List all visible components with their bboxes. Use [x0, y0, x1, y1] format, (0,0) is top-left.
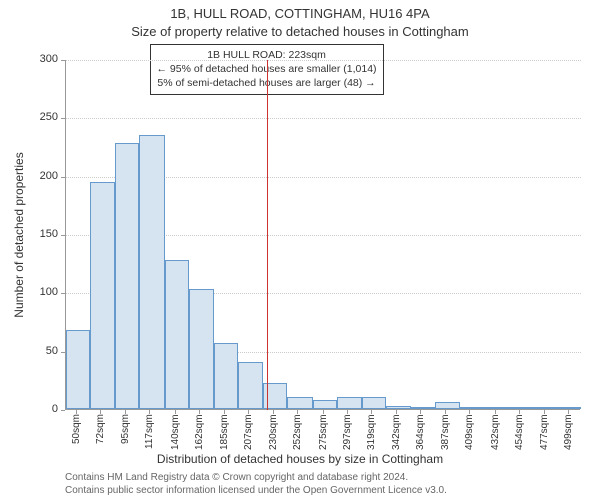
y-tick-mark: [61, 410, 65, 411]
x-tick-mark: [199, 410, 200, 414]
y-tick-mark: [61, 235, 65, 236]
chart-title: 1B, HULL ROAD, COTTINGHAM, HU16 4PA: [0, 6, 600, 21]
x-tick-label: 432sqm: [490, 414, 501, 450]
x-tick-mark: [347, 410, 348, 414]
plot-area: 1B HULL ROAD: 223sqm ← 95% of detached h…: [65, 60, 580, 410]
x-tick-label: 454sqm: [514, 414, 525, 450]
x-tick-mark: [420, 410, 421, 414]
x-tick-label: 499sqm: [563, 414, 574, 450]
y-tick-label: 200: [18, 170, 58, 182]
histogram-bar: [559, 407, 581, 409]
x-tick-mark: [396, 410, 397, 414]
x-tick-mark: [175, 410, 176, 414]
y-tick-mark: [61, 352, 65, 353]
histogram-bar: [90, 182, 115, 410]
histogram-bar: [485, 407, 510, 409]
x-tick-label: 364sqm: [415, 414, 426, 450]
x-tick-label: 95sqm: [120, 414, 131, 444]
histogram-bar: [534, 407, 559, 409]
x-tick-mark: [495, 410, 496, 414]
x-tick-label: 252sqm: [292, 414, 303, 450]
x-tick-label: 50sqm: [71, 414, 82, 444]
histogram-bar: [66, 330, 90, 409]
y-tick-mark: [61, 177, 65, 178]
histogram-bar: [435, 402, 460, 409]
chart-subtitle: Size of property relative to detached ho…: [0, 24, 600, 39]
x-tick-mark: [248, 410, 249, 414]
x-tick-label: 140sqm: [170, 414, 181, 450]
x-axis-label: Distribution of detached houses by size …: [0, 452, 600, 466]
y-tick-mark: [61, 293, 65, 294]
y-tick-mark: [61, 60, 65, 61]
histogram-bar: [238, 362, 263, 409]
histogram-bar: [115, 143, 139, 409]
histogram-bar: [214, 343, 238, 410]
x-tick-label: 297sqm: [342, 414, 353, 450]
histogram-bar: [139, 135, 164, 409]
y-tick-label: 0: [18, 403, 58, 415]
attribution-line: Contains HM Land Registry data © Crown c…: [65, 472, 447, 485]
x-tick-label: 162sqm: [194, 414, 205, 450]
y-tick-label: 250: [18, 111, 58, 123]
histogram-bar: [189, 289, 214, 409]
x-tick-mark: [371, 410, 372, 414]
attribution-line: Contains public sector information licen…: [65, 485, 447, 498]
x-tick-label: 117sqm: [144, 414, 155, 449]
x-tick-mark: [544, 410, 545, 414]
gridline: [66, 60, 581, 61]
x-tick-mark: [445, 410, 446, 414]
histogram-bar: [411, 407, 435, 409]
x-tick-label: 477sqm: [539, 414, 550, 450]
histogram-bar: [313, 400, 337, 409]
histogram-bar: [460, 407, 484, 409]
x-tick-label: 207sqm: [243, 414, 254, 450]
gridline: [66, 118, 581, 119]
x-tick-label: 342sqm: [391, 414, 402, 450]
x-tick-mark: [568, 410, 569, 414]
y-tick-label: 100: [18, 286, 58, 298]
x-tick-mark: [224, 410, 225, 414]
y-tick-label: 150: [18, 228, 58, 240]
histogram-bar: [510, 407, 534, 409]
y-tick-label: 300: [18, 53, 58, 65]
histogram-bar: [386, 406, 411, 410]
x-tick-label: 275sqm: [318, 414, 329, 450]
attribution-text: Contains HM Land Registry data © Crown c…: [65, 472, 447, 497]
x-tick-mark: [469, 410, 470, 414]
x-tick-label: 387sqm: [440, 414, 451, 450]
histogram-bar: [287, 397, 312, 409]
x-tick-label: 409sqm: [464, 414, 475, 450]
x-tick-label: 319sqm: [366, 414, 377, 450]
x-tick-label: 230sqm: [268, 414, 279, 450]
x-tick-label: 185sqm: [219, 414, 230, 450]
histogram-bar: [362, 397, 386, 409]
marker-line: [267, 60, 268, 410]
x-tick-mark: [519, 410, 520, 414]
x-tick-label: 72sqm: [95, 414, 106, 444]
histogram-bar: [337, 397, 362, 409]
y-tick-label: 50: [18, 345, 58, 357]
histogram-bar: [165, 260, 189, 409]
x-tick-mark: [273, 410, 274, 414]
y-tick-mark: [61, 118, 65, 119]
x-tick-mark: [323, 410, 324, 414]
x-tick-mark: [297, 410, 298, 414]
